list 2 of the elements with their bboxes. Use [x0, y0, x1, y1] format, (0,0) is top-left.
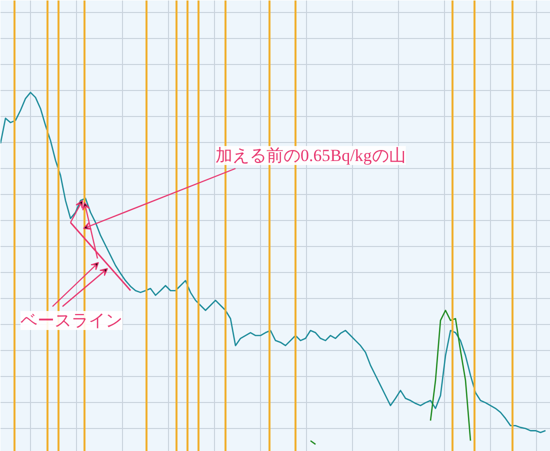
- annotation: 加える前の0.65Bq/kgの山: [216, 146, 406, 165]
- annotation: ベースライン: [20, 311, 122, 330]
